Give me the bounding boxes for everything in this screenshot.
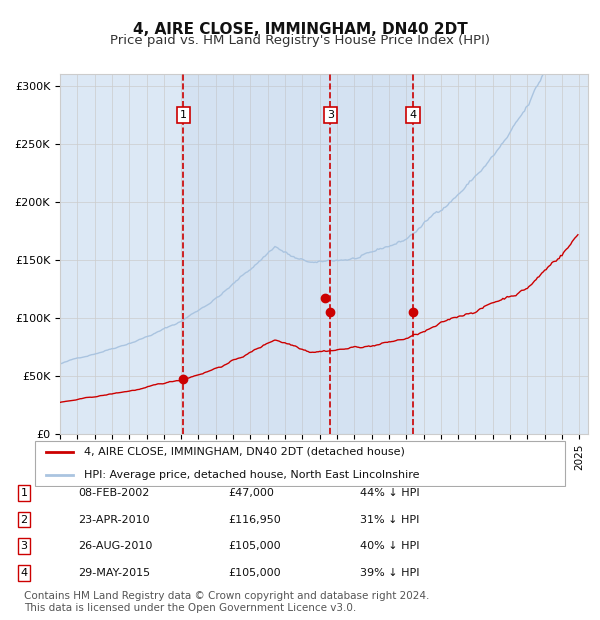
- Text: £116,950: £116,950: [228, 515, 281, 525]
- Text: Price paid vs. HM Land Registry's House Price Index (HPI): Price paid vs. HM Land Registry's House …: [110, 34, 490, 47]
- Text: 4: 4: [20, 568, 28, 578]
- Text: 1: 1: [180, 110, 187, 120]
- Text: 08-FEB-2002: 08-FEB-2002: [78, 488, 149, 498]
- Text: HPI: Average price, detached house, North East Lincolnshire: HPI: Average price, detached house, Nort…: [84, 470, 419, 480]
- Text: 39% ↓ HPI: 39% ↓ HPI: [360, 568, 419, 578]
- Text: 40% ↓ HPI: 40% ↓ HPI: [360, 541, 419, 551]
- Text: Contains HM Land Registry data © Crown copyright and database right 2024.
This d: Contains HM Land Registry data © Crown c…: [24, 591, 430, 613]
- Bar: [184, 74, 413, 434]
- Text: 3: 3: [327, 110, 334, 120]
- Text: 44% ↓ HPI: 44% ↓ HPI: [360, 488, 419, 498]
- Text: £105,000: £105,000: [228, 541, 281, 551]
- Text: 29-MAY-2015: 29-MAY-2015: [78, 568, 150, 578]
- Text: 4, AIRE CLOSE, IMMINGHAM, DN40 2DT (detached house): 4, AIRE CLOSE, IMMINGHAM, DN40 2DT (deta…: [84, 447, 405, 457]
- Text: 26-AUG-2010: 26-AUG-2010: [78, 541, 152, 551]
- FancyBboxPatch shape: [35, 441, 565, 486]
- Text: 4: 4: [409, 110, 416, 120]
- Text: 1: 1: [20, 488, 28, 498]
- Text: 31% ↓ HPI: 31% ↓ HPI: [360, 515, 419, 525]
- Text: 23-APR-2010: 23-APR-2010: [78, 515, 149, 525]
- Text: £47,000: £47,000: [228, 488, 274, 498]
- Text: 3: 3: [20, 541, 28, 551]
- Text: £105,000: £105,000: [228, 568, 281, 578]
- Text: 2: 2: [20, 515, 28, 525]
- Text: 4, AIRE CLOSE, IMMINGHAM, DN40 2DT: 4, AIRE CLOSE, IMMINGHAM, DN40 2DT: [133, 22, 467, 37]
